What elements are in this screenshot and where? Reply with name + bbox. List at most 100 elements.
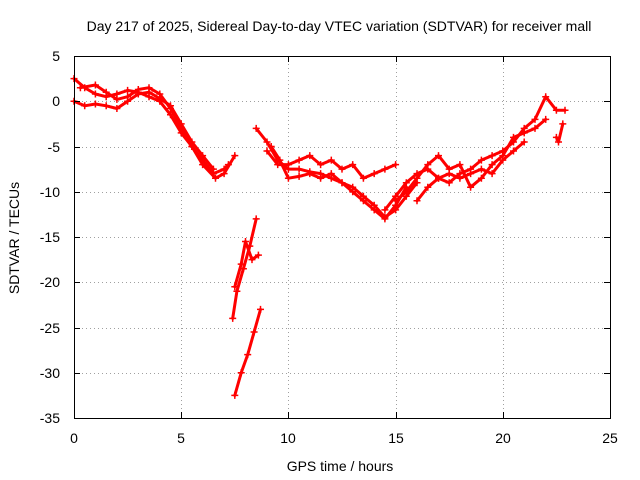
data-point	[167, 105, 174, 112]
data-point	[477, 174, 485, 182]
data-point	[250, 328, 258, 336]
data-point	[552, 133, 560, 141]
data-point	[510, 133, 517, 141]
y-tick-label: -20	[40, 274, 60, 290]
data-point	[349, 188, 357, 196]
data-point	[510, 147, 517, 155]
data-point	[381, 215, 389, 223]
data-point	[327, 156, 335, 164]
data-point	[284, 161, 292, 169]
axis-ticks	[74, 56, 611, 419]
data-point	[274, 161, 282, 169]
data-point	[252, 124, 260, 132]
series-track-13	[552, 120, 567, 146]
data-point	[134, 86, 142, 93]
x-axis-label: GPS time / hours	[287, 458, 394, 474]
data-point	[102, 88, 110, 96]
data-point	[295, 165, 303, 173]
y-tick-label: 0	[52, 93, 60, 109]
data-point	[231, 283, 239, 291]
data-point	[488, 170, 496, 178]
data-point	[359, 174, 367, 182]
data-point	[276, 156, 284, 164]
data-point	[124, 86, 132, 94]
data-point	[295, 172, 303, 180]
data-point	[424, 161, 432, 169]
grid	[74, 56, 610, 418]
data-point	[212, 174, 219, 182]
data-point	[520, 138, 528, 146]
data-point	[267, 143, 275, 150]
y-tick-label: -35	[40, 410, 60, 426]
series-track-5	[231, 238, 262, 291]
data-point	[177, 124, 185, 132]
data-point	[338, 179, 346, 187]
data-point	[76, 84, 84, 92]
y-tick-labels: 5 0 -5 -10 -15 -20 -25 -30 -35	[40, 48, 60, 426]
data-point	[199, 161, 207, 169]
data-point	[488, 161, 496, 169]
data-series-group	[70, 75, 569, 399]
data-point	[359, 197, 367, 205]
data-point	[488, 152, 496, 160]
y-tick-label: -10	[40, 184, 60, 200]
series-track-6	[231, 305, 264, 399]
data-point	[188, 143, 196, 150]
x-tick-label: 20	[495, 430, 511, 446]
data-point	[435, 152, 442, 160]
data-point	[555, 138, 562, 146]
data-point	[81, 102, 89, 110]
data-point	[370, 170, 378, 178]
data-point	[91, 81, 99, 89]
data-point	[477, 156, 485, 164]
data-point	[220, 170, 228, 178]
data-point	[252, 215, 260, 223]
data-point	[317, 161, 325, 169]
x-tick-labels: 0 5 10 15 20 25	[70, 430, 618, 446]
data-point	[467, 183, 475, 191]
series-track-12	[413, 138, 528, 205]
data-point	[520, 129, 528, 137]
data-point	[113, 105, 121, 112]
data-point	[552, 106, 560, 114]
data-point	[145, 84, 153, 92]
data-point	[209, 165, 217, 173]
x-tick-label: 5	[177, 430, 185, 446]
y-tick-label: -15	[40, 229, 60, 245]
data-point	[477, 165, 485, 173]
series-track-9	[263, 147, 400, 182]
data-point	[263, 138, 271, 146]
series-track-10	[381, 93, 569, 214]
data-point	[284, 174, 292, 182]
y-tick-label: -5	[48, 139, 61, 155]
data-point	[542, 93, 550, 101]
data-point	[124, 93, 132, 101]
data-point	[445, 170, 453, 178]
y-axis-label: SDTVAR / TECUs	[6, 182, 22, 294]
y-tick-label: 5	[52, 48, 60, 64]
data-point	[467, 170, 475, 178]
data-point	[102, 102, 110, 110]
data-point	[306, 152, 314, 160]
data-point	[237, 260, 245, 268]
data-point	[242, 238, 249, 245]
series-line	[383, 95, 567, 212]
data-point	[91, 100, 99, 108]
x-tick-label: 25	[602, 430, 618, 446]
x-tick-label: 10	[280, 430, 296, 446]
data-point	[499, 156, 507, 164]
data-point	[91, 90, 99, 98]
data-point	[435, 174, 442, 182]
x-tick-label: 15	[388, 430, 404, 446]
data-point	[254, 251, 262, 259]
data-point	[392, 161, 400, 169]
data-point	[445, 179, 453, 187]
data-point	[295, 156, 303, 164]
data-point	[113, 95, 121, 103]
data-point	[233, 287, 241, 295]
data-point	[531, 115, 539, 123]
data-point	[531, 124, 539, 132]
data-point	[542, 115, 550, 123]
data-point	[317, 174, 325, 182]
